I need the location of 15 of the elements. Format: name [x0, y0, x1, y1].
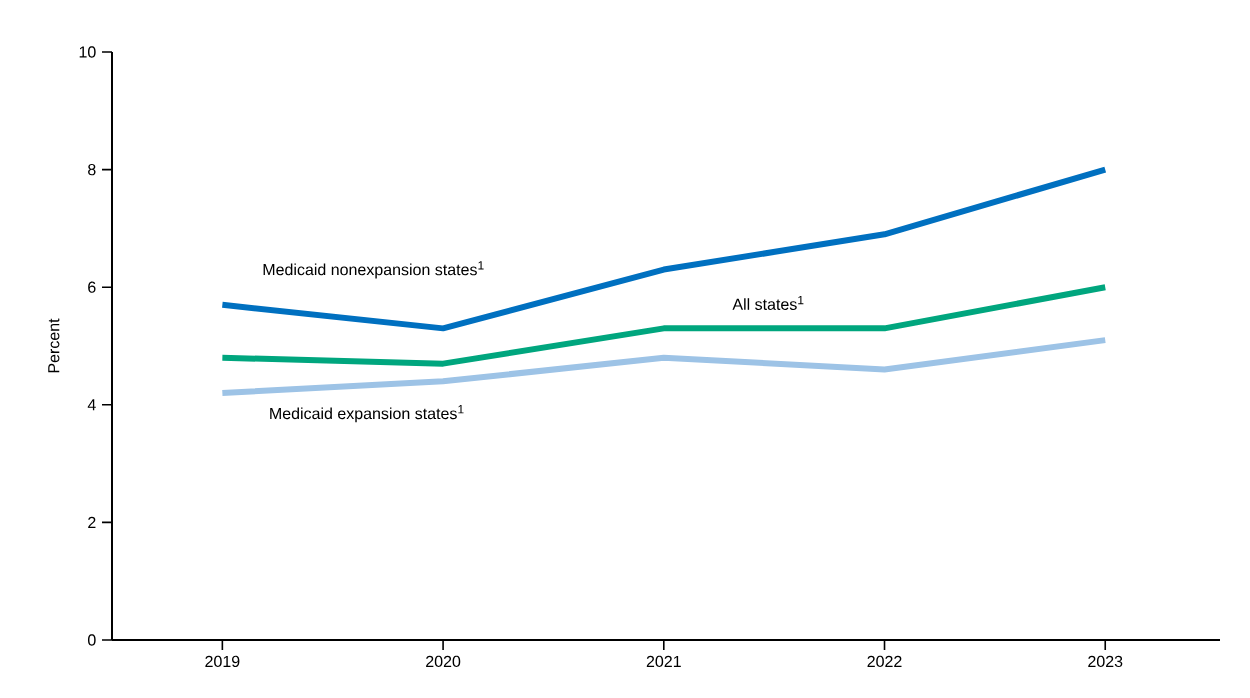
x-tick-label: 2019: [205, 655, 240, 668]
y-tick-label: 0: [87, 634, 96, 646]
series-label: Medicaid expansion states$^{1}$: [270, 405, 464, 423]
x-tick-label: 2021: [646, 655, 681, 668]
y-tick-label: 8: [88, 163, 96, 176]
x-tick-label: 2022: [867, 655, 902, 668]
y-tick-label: 4: [87, 399, 96, 411]
y-axis-title: Percent: [48, 318, 60, 373]
x-tick-label: 2023: [1088, 655, 1123, 668]
y-tick-label: 6: [88, 281, 96, 293]
series-label: Medicaid nonexpansion states$^{1}$: [263, 261, 484, 279]
y-tick-label: 2: [88, 516, 96, 528]
x-tick-label: 2020: [426, 655, 461, 668]
y-tick-label: 10: [79, 46, 96, 58]
series-label: All states$^{1}$: [732, 295, 804, 310]
